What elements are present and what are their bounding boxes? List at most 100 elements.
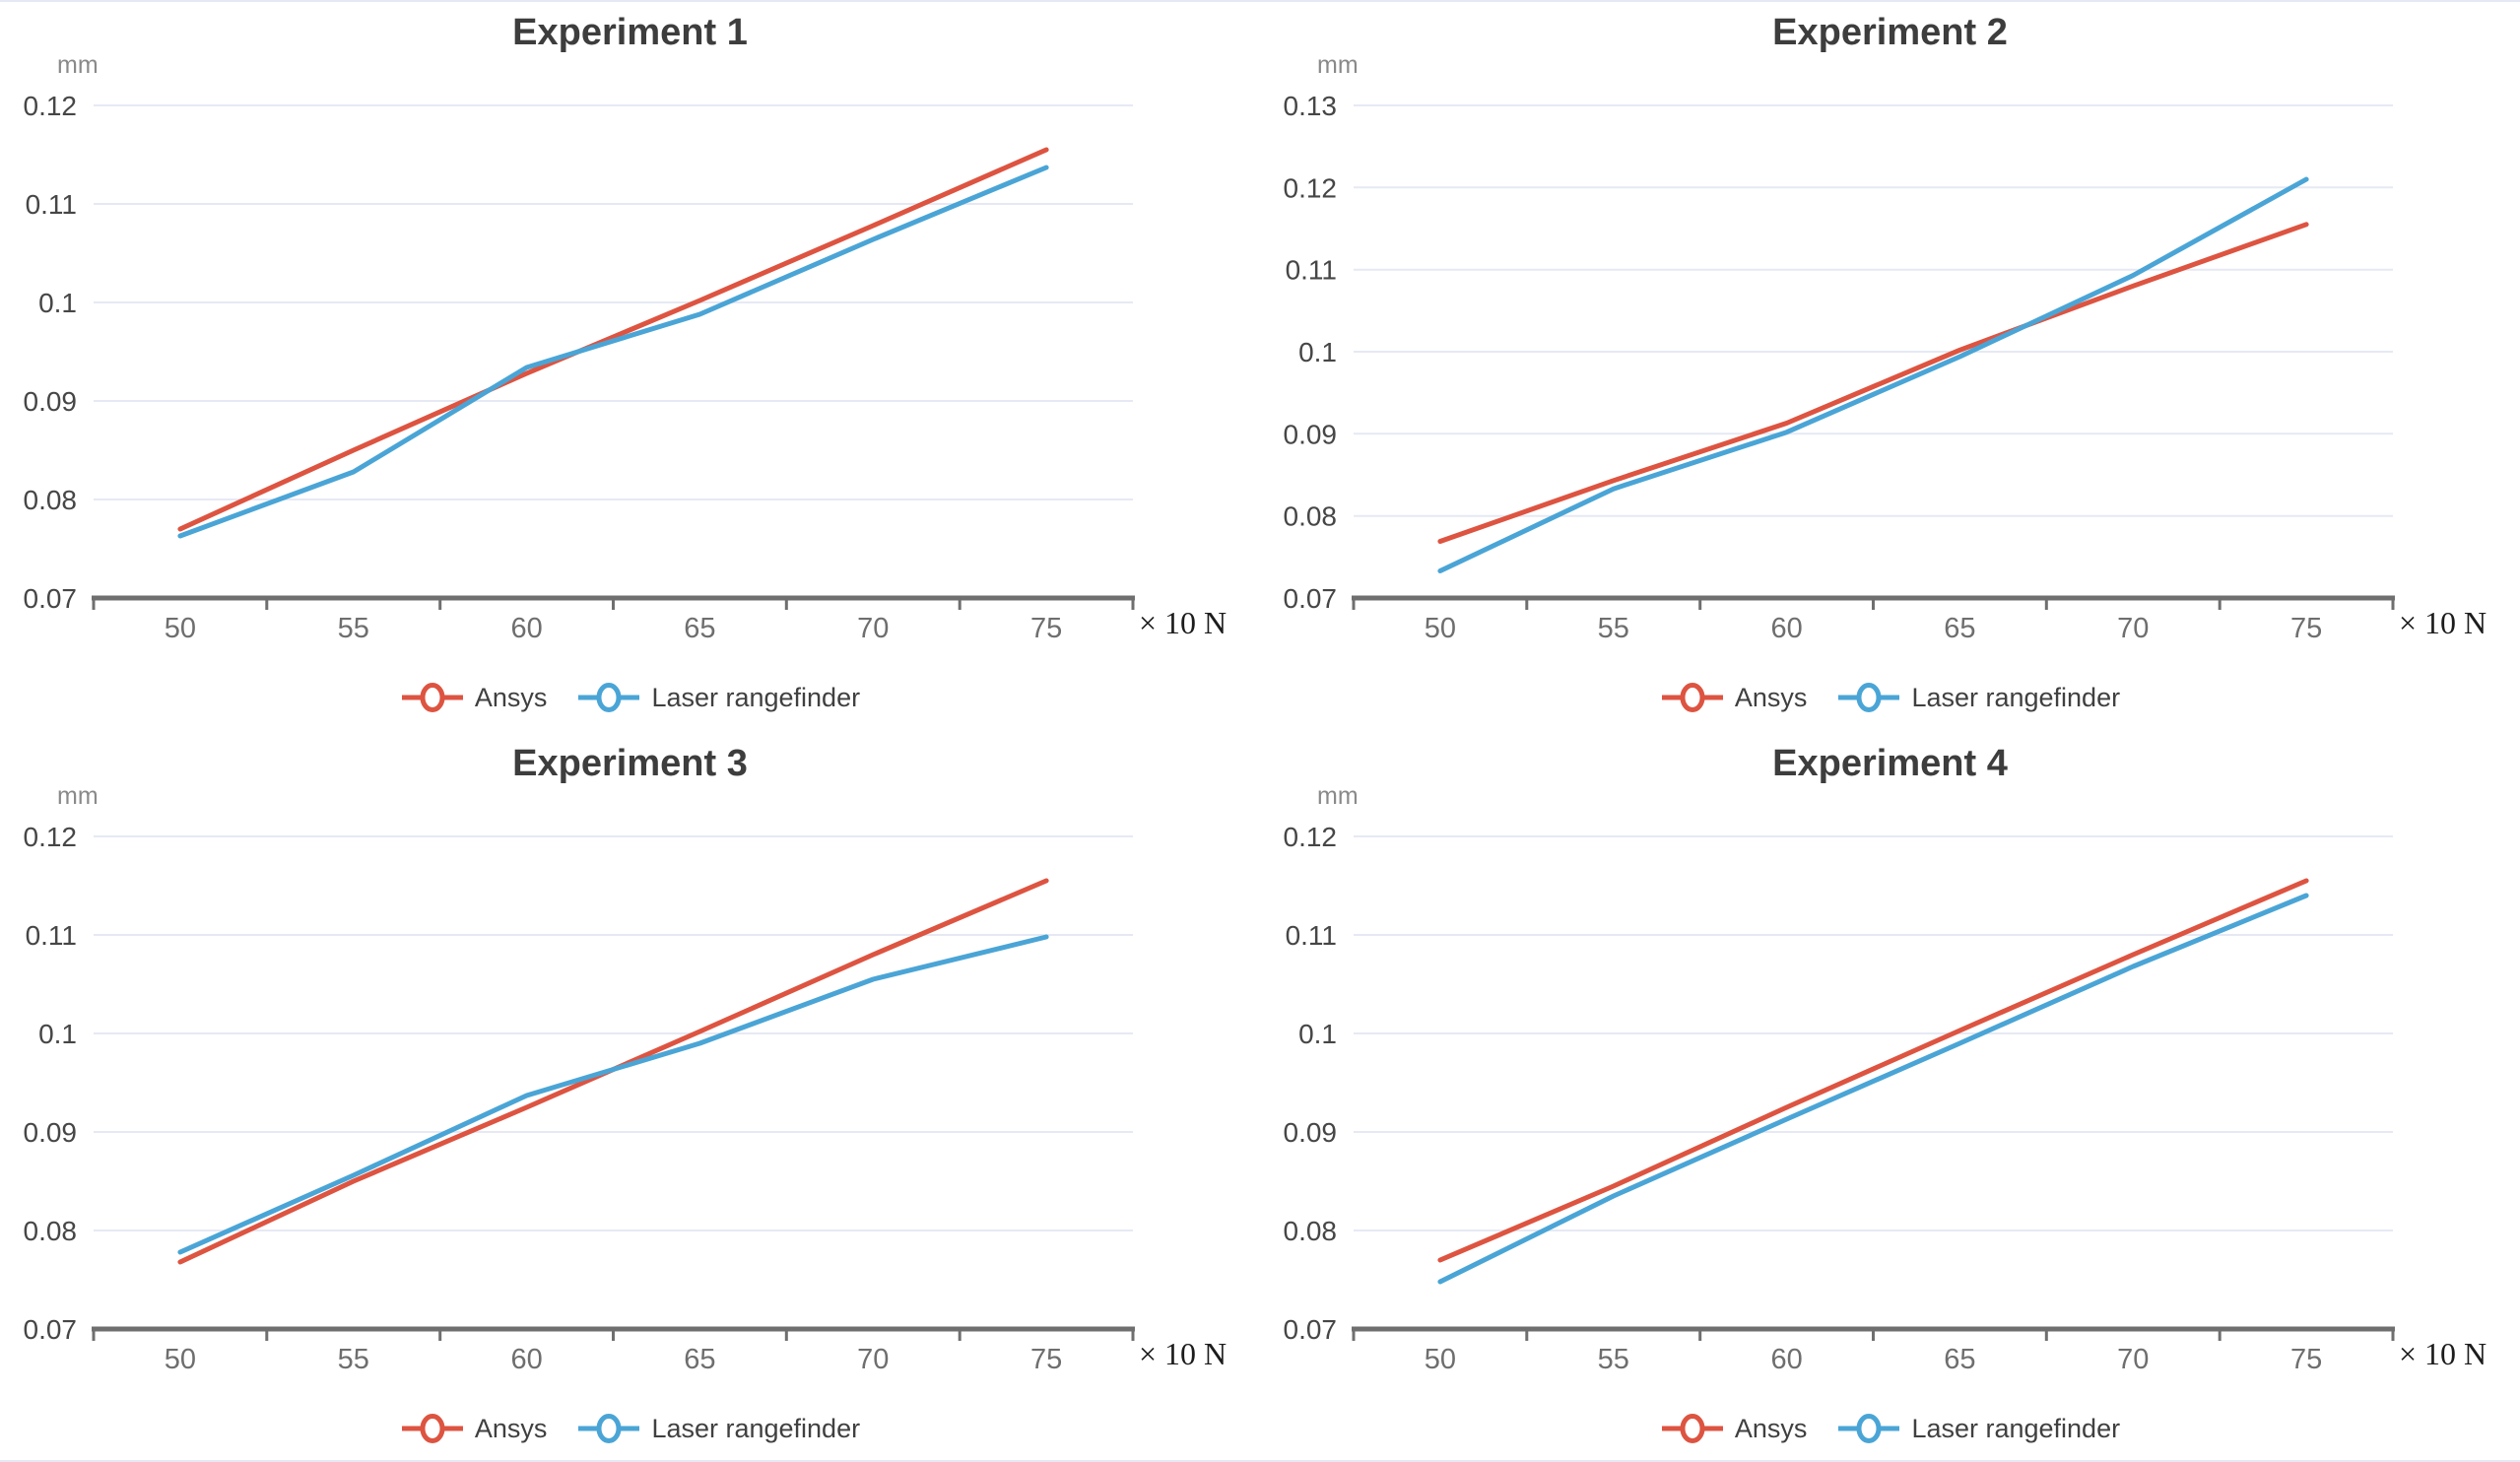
laser-rangefinder-legend-marker <box>1838 683 1900 712</box>
chart-title: Experiment 1 <box>512 12 748 53</box>
ansys-legend-marker <box>401 1414 463 1443</box>
laser-rangefinder-legend-marker <box>1838 1414 1900 1443</box>
series-line-laser-rangefinder <box>1437 893 2309 1285</box>
x-tick-label: 50 <box>165 613 196 644</box>
x-tick-label: 65 <box>684 1344 715 1375</box>
y-tick-label: 0.08 <box>24 1216 78 1246</box>
legend-item-laser-rangefinder: Laser rangefinder <box>576 1411 860 1446</box>
series-line-ansys <box>1437 222 2309 544</box>
page-bottom-border <box>0 1460 2520 1462</box>
experiment-1-chart: Experiment 1 mm 0.07 0.08 0.09 0.1 0.11 0.12 5… <box>0 0 1260 731</box>
legend-label-laser-rangefinder: Laser rangefinder <box>1911 682 2121 712</box>
x-tick-label: 65 <box>1944 613 1975 644</box>
y-tick-label: 0.1 <box>1298 337 1337 367</box>
legend-item-laser-rangefinder: Laser rangefinder <box>1836 680 2120 715</box>
experiment-3-chart: Experiment 3 mm 0.07 0.08 0.09 0.1 0.11 0.12 5… <box>0 731 1260 1462</box>
x-tick-label: 60 <box>510 1344 542 1375</box>
y-tick-label: 0.08 <box>1284 501 1338 532</box>
x-tick-label: 55 <box>338 1344 369 1375</box>
legend-label-ansys: Ansys <box>1734 682 1808 712</box>
laser-rangefinder-legend-marker <box>578 683 640 712</box>
legend: Ansys Laser rangefinder <box>0 1411 1260 1446</box>
x-tick-label: 65 <box>684 613 715 644</box>
y-tick-label: 0.07 <box>24 583 78 614</box>
x-axis-unit-label: × 10 N <box>2399 605 2487 640</box>
ansys-legend-marker <box>1661 1414 1723 1443</box>
series-line-laser-rangefinder <box>177 165 1049 539</box>
x-tick-label: 60 <box>510 613 542 644</box>
series-line-laser-rangefinder <box>177 934 1049 1255</box>
legend-label-laser-rangefinder: Laser rangefinder <box>651 1413 861 1443</box>
legend-item-ansys: Ansys <box>400 1411 548 1446</box>
y-tick-label: 0.09 <box>24 386 78 417</box>
legend-item-ansys: Ansys <box>1660 680 1808 715</box>
x-tick-label: 75 <box>2290 1344 2322 1375</box>
x-tick-label: 50 <box>165 1344 196 1375</box>
y-tick-label: 0.07 <box>1284 1314 1338 1345</box>
y-tick-label: 0.13 <box>1284 91 1338 121</box>
x-tick-label: 55 <box>1598 613 1629 644</box>
legend-label-ansys: Ansys <box>1734 1413 1808 1443</box>
y-tick-label: 0.1 <box>1298 1019 1337 1049</box>
series-line-ansys <box>177 147 1049 532</box>
legend-item-laser-rangefinder: Laser rangefinder <box>1836 1411 2120 1446</box>
x-tick-label: 75 <box>1030 613 1062 644</box>
series-line-laser-rangefinder <box>1437 176 2309 573</box>
y-tick-label: 0.07 <box>1284 583 1338 614</box>
x-tick-label: 70 <box>857 613 889 644</box>
plot-area: 0.07 0.08 0.09 0.1 0.11 0.12 0.13 50 55 60 65 70 75 <box>1284 91 2395 644</box>
y-tick-label: 0.09 <box>1284 419 1338 449</box>
x-tick-label: 50 <box>1425 1344 1456 1375</box>
y-tick-label: 0.1 <box>38 1019 77 1049</box>
page-top-border <box>0 0 2520 2</box>
x-axis-unit-label: × 10 N <box>1139 1336 1227 1371</box>
experiment-4-chart: Experiment 4 mm 0.07 0.08 0.09 0.1 0.11 0.12 5… <box>1260 731 2520 1462</box>
chart-title: Experiment 4 <box>1772 743 2008 784</box>
x-axis-unit-label: × 10 N <box>2399 1336 2487 1371</box>
legend-label-laser-rangefinder: Laser rangefinder <box>1911 1413 2121 1443</box>
laser-rangefinder-legend-marker <box>578 1414 640 1443</box>
y-tick-label: 0.11 <box>1286 255 1337 286</box>
legend-label-laser-rangefinder: Laser rangefinder <box>651 682 861 712</box>
plot-area: 0.07 0.08 0.09 0.1 0.11 0.12 50 55 60 65 70 75 <box>24 91 1135 644</box>
chart-title: Experiment 3 <box>512 743 748 784</box>
y-tick-label: 0.11 <box>26 189 77 220</box>
ansys-legend-marker <box>1661 683 1723 712</box>
y-tick-label: 0.08 <box>24 485 78 515</box>
legend-item-ansys: Ansys <box>1660 1411 1808 1446</box>
legend-item-laser-rangefinder: Laser rangefinder <box>576 680 860 715</box>
y-tick-label: 0.12 <box>24 822 78 852</box>
plot-area: 0.07 0.08 0.09 0.1 0.11 0.12 50 55 60 65 70 75 <box>1284 822 2395 1375</box>
y-axis-unit-label: mm <box>57 51 99 79</box>
y-tick-label: 0.07 <box>24 1314 78 1345</box>
x-tick-label: 60 <box>1770 1344 1802 1375</box>
x-tick-label: 60 <box>1770 613 1802 644</box>
x-tick-label: 70 <box>857 1344 889 1375</box>
y-axis-unit-label: mm <box>57 782 99 810</box>
x-tick-label: 65 <box>1944 1344 1975 1375</box>
x-tick-label: 55 <box>1598 1344 1629 1375</box>
x-tick-label: 70 <box>2117 613 2149 644</box>
x-tick-label: 50 <box>1425 613 1456 644</box>
y-tick-label: 0.08 <box>1284 1216 1338 1246</box>
y-tick-label: 0.11 <box>1286 920 1337 951</box>
plot-area: 0.07 0.08 0.09 0.1 0.11 0.12 50 55 60 65 70 75 <box>24 822 1135 1375</box>
y-tick-label: 0.12 <box>1284 822 1338 852</box>
legend-label-ansys: Ansys <box>474 682 548 712</box>
x-axis-unit-label: × 10 N <box>1139 605 1227 640</box>
y-tick-label: 0.1 <box>38 288 77 318</box>
legend: Ansys Laser rangefinder <box>1260 1411 2520 1446</box>
x-tick-label: 75 <box>2290 613 2322 644</box>
y-axis-unit-label: mm <box>1317 51 1359 79</box>
y-tick-label: 0.12 <box>24 91 78 121</box>
chart-title: Experiment 2 <box>1772 12 2008 53</box>
experiment-2-chart: Experiment 2 mm 0.07 0.08 0.09 0.1 0.11 0.12 0… <box>1260 0 2520 731</box>
legend: Ansys Laser rangefinder <box>1260 680 2520 715</box>
ansys-legend-marker <box>401 683 463 712</box>
y-tick-label: 0.12 <box>1284 172 1338 203</box>
y-tick-label: 0.09 <box>24 1117 78 1148</box>
legend: Ansys Laser rangefinder <box>0 680 1260 715</box>
legend-label-ansys: Ansys <box>474 1413 548 1443</box>
series-line-ansys <box>1437 878 2309 1263</box>
